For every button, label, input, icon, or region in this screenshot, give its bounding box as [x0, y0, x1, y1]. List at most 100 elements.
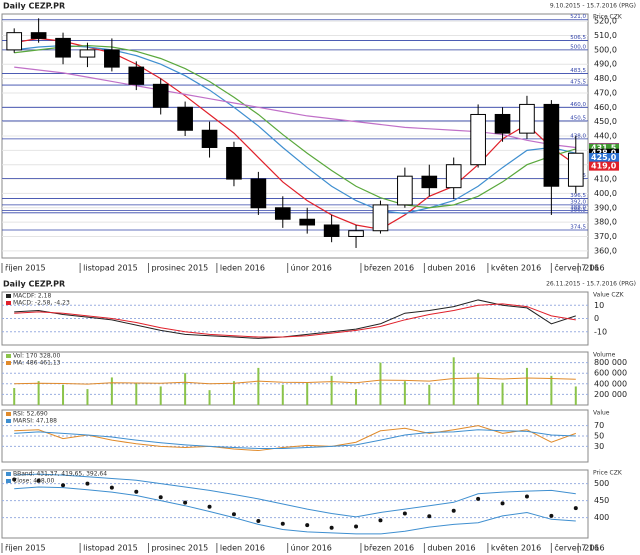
- x-tick-label: květen 2016: [491, 544, 541, 553]
- close-dot: [451, 508, 456, 513]
- level-label: 506,5: [570, 35, 586, 41]
- x-tick-label: duben 2016: [427, 544, 475, 553]
- y-tick-label: 800 000: [594, 358, 627, 367]
- candle-body: [250, 178, 267, 209]
- volume-bar: [159, 386, 162, 405]
- candle-body: [519, 103, 535, 134]
- close-dot: [231, 512, 236, 517]
- candle-body: [445, 164, 462, 189]
- y-tick-label: 520,0: [594, 17, 617, 26]
- y-tick-label: 380,0: [594, 218, 617, 227]
- x-tick-label: prosinec 2015: [152, 264, 209, 273]
- legend-swatch: [6, 301, 11, 305]
- legend-label: MA: 486 461,13: [13, 360, 61, 367]
- level-label: 450,5: [570, 115, 586, 121]
- volume-bar: [501, 382, 504, 405]
- x-tick-label: leden 2016: [220, 264, 265, 273]
- y-axis-label: Price CZK: [593, 470, 623, 477]
- y-tick-label: 30: [594, 442, 604, 451]
- candle-body: [274, 207, 291, 220]
- close-dot: [109, 485, 114, 490]
- volume-bar: [428, 384, 431, 405]
- x-tick-label: červen 2016: [554, 263, 604, 273]
- y-tick-label: 10: [594, 301, 604, 310]
- chart-title: Daily CEZP.PR: [3, 2, 65, 11]
- x-tick-label: leden 2016: [220, 544, 265, 553]
- level-label: 374,5: [570, 225, 586, 231]
- price-badge: [589, 143, 619, 153]
- candle-body: [79, 49, 96, 58]
- volume-bar: [355, 389, 358, 405]
- candle-body: [567, 152, 584, 187]
- close-dot: [476, 496, 481, 501]
- candle-body: [226, 146, 242, 180]
- close-dot: [280, 521, 285, 526]
- y-tick-label: 450,0: [594, 117, 617, 126]
- price-badge-label: 419,0: [591, 162, 617, 171]
- candle-body: [372, 204, 389, 232]
- series-line: [14, 429, 576, 449]
- close-dot: [36, 478, 41, 483]
- y-tick-label: 410,0: [594, 175, 617, 184]
- y-tick-label: 450: [594, 496, 609, 505]
- y-tick-label: 400: [594, 513, 609, 522]
- candle-body: [104, 49, 120, 68]
- candle-body: [128, 66, 145, 85]
- volume-bar: [37, 381, 40, 405]
- volume-bar: [403, 381, 406, 405]
- volume-bar: [62, 384, 65, 405]
- volume-bar: [306, 382, 309, 405]
- volume-bar: [86, 389, 89, 405]
- candle-body: [6, 32, 23, 51]
- volume-bar: [574, 386, 577, 405]
- volume-bar: [184, 373, 187, 405]
- legend-swatch: [6, 354, 11, 358]
- volume-bar: [135, 383, 138, 405]
- legend-label: Vol: 170 328,00: [13, 353, 60, 360]
- close-dot: [427, 514, 432, 519]
- candle-body: [323, 224, 340, 237]
- chart-subtitle: 26.11.2015 - 15.7.2016 (PRG): [546, 281, 636, 288]
- level-label: 386,5: [570, 207, 586, 213]
- panel-frame: [1, 351, 589, 406]
- series-line: [14, 44, 576, 209]
- candle-body: [494, 113, 511, 134]
- candle-body: [30, 32, 47, 39]
- level-label: 475,5: [570, 80, 586, 86]
- series-line: [14, 425, 576, 452]
- close-dot: [12, 477, 17, 482]
- volume-bar: [550, 375, 553, 405]
- price-badge: [589, 161, 619, 171]
- legend-label: MARSI: 47,188: [13, 418, 57, 425]
- y-tick-label: 390,0: [594, 203, 617, 212]
- y-tick-label: 400,0: [594, 189, 617, 198]
- close-dot: [549, 513, 554, 518]
- y-tick-label: -10: [594, 327, 607, 336]
- candle-body: [55, 37, 71, 58]
- y-axis-label: Volume: [593, 352, 616, 359]
- y-tick-label: 360,0: [594, 246, 617, 255]
- x-tick-label: únor 2016: [291, 544, 332, 553]
- level-label: 392,0: [570, 199, 586, 205]
- y-tick-label: 480,0: [594, 74, 617, 83]
- volume-bar: [379, 362, 382, 405]
- close-dot: [573, 506, 578, 511]
- x-tick-label: prosinec 2015: [152, 544, 209, 553]
- x-tick-label: březen 2016: [364, 544, 414, 553]
- volume-bar: [257, 367, 260, 405]
- y-tick-label: 600 000: [594, 369, 627, 378]
- candle-body: [421, 175, 438, 189]
- candle-body: [152, 83, 169, 108]
- level-label: 483,5: [570, 68, 586, 74]
- close-dot: [402, 511, 407, 516]
- volume-bar: [330, 375, 333, 405]
- y-tick-label: 200 000: [594, 390, 627, 399]
- x-tick-label: březen 2016: [364, 264, 414, 273]
- y-tick-label: 500,0: [594, 45, 617, 54]
- y-tick-label: 500: [594, 479, 609, 488]
- level-label: 438,0: [570, 133, 586, 139]
- series-line: [14, 299, 576, 339]
- close-dot: [85, 481, 90, 486]
- legend-label: Close: 428,00: [13, 478, 54, 485]
- y-axis-label: Price CZK: [593, 14, 623, 21]
